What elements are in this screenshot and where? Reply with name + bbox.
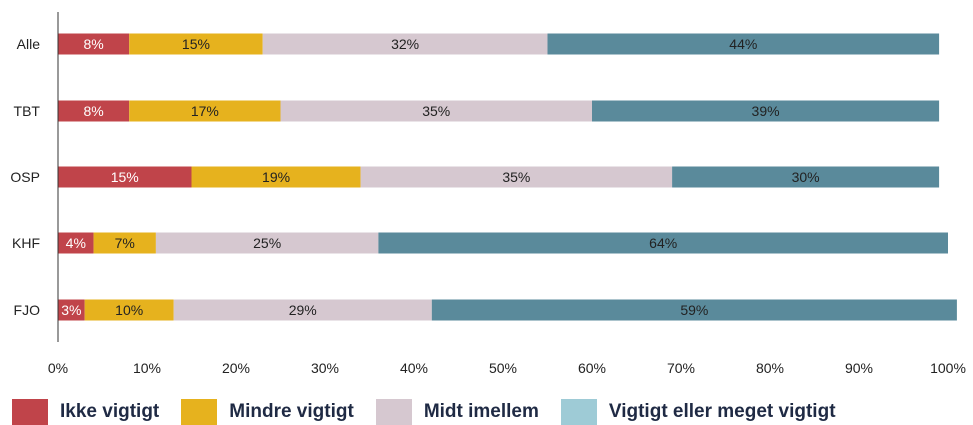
category-labels: Alle TBT OSP KHF FJO <box>10 36 40 318</box>
data-label: 35% <box>502 169 530 185</box>
x-tick-label: 30% <box>311 360 339 376</box>
bar-segment <box>93 232 156 254</box>
bar-segment <box>58 166 192 188</box>
x-tick-label: 70% <box>667 360 695 376</box>
x-tick-label: 40% <box>400 360 428 376</box>
bars-layer: 8% 15% 32% 44% 8% 17% 35% 39% 15% 19% 35% 30% 4% 7% 25… <box>58 33 957 321</box>
bar-segment <box>378 232 948 254</box>
data-label: 59% <box>680 302 708 318</box>
data-label: 19% <box>262 169 290 185</box>
category-label: OSP <box>10 169 40 185</box>
data-label: 10% <box>115 302 143 318</box>
bar-segment <box>360 166 673 188</box>
x-tick-label: 50% <box>489 360 517 376</box>
bar-segment <box>173 299 432 321</box>
data-label: 25% <box>253 235 281 251</box>
data-label: 8% <box>83 36 103 52</box>
bar-segment <box>58 232 94 254</box>
data-label: 4% <box>66 235 86 251</box>
category-label: Alle <box>17 36 41 52</box>
data-label: 17% <box>191 103 219 119</box>
bar-segment <box>280 100 592 122</box>
legend-item: Vigtigt eller meget vigtigt <box>560 399 836 425</box>
bar-segment <box>191 166 361 188</box>
bar-segment <box>672 166 940 188</box>
data-label: 39% <box>752 103 780 119</box>
bar-segment <box>58 100 130 122</box>
x-tick-label: 10% <box>133 360 161 376</box>
x-tick-label: 20% <box>222 360 250 376</box>
data-label: 30% <box>792 169 820 185</box>
bar-segment <box>84 299 174 321</box>
bar-segment <box>431 299 957 321</box>
stacked-bar-chart: 8% 15% 32% 44% 8% 17% 35% 39% 15% 19% 35% 30% 4% 7% 25… <box>10 12 966 376</box>
legend-swatch <box>12 399 48 425</box>
x-tick-label: 0% <box>48 360 68 376</box>
bar-segment <box>262 33 548 55</box>
x-tick-labels: 0% 10% 20% 30% 40% 50% 60% 70% 80% 90% 100% <box>48 360 966 376</box>
data-label: 32% <box>391 36 419 52</box>
legend-label: Midt imellem <box>423 401 539 422</box>
data-label: 15% <box>182 36 210 52</box>
bar-segment <box>129 100 281 122</box>
legend-swatch <box>181 399 218 425</box>
legend-swatch <box>560 399 597 425</box>
data-label: 7% <box>115 235 135 251</box>
x-tick-label: 80% <box>756 360 784 376</box>
category-label: KHF <box>12 235 40 251</box>
bar-segment <box>58 299 85 321</box>
bar-segment <box>592 100 940 122</box>
data-label: 44% <box>729 36 757 52</box>
bar-segment <box>155 232 379 254</box>
x-tick-label: 100% <box>930 360 966 376</box>
x-tick-label: 90% <box>845 360 873 376</box>
data-label: 35% <box>422 103 450 119</box>
data-label: 15% <box>111 169 139 185</box>
x-tick-label: 60% <box>578 360 606 376</box>
legend-item: Ikke vigtigt <box>12 399 159 425</box>
data-label: 3% <box>61 302 81 318</box>
category-label: FJO <box>14 302 41 318</box>
category-label: TBT <box>14 103 41 119</box>
legend-item: Mindre vigtigt <box>181 399 354 425</box>
legend-label: Vigtigt eller meget vigtigt <box>608 401 836 422</box>
data-label: 29% <box>289 302 317 318</box>
legend-swatch <box>375 399 412 425</box>
data-label: 64% <box>649 235 677 251</box>
legend-label: Ikke vigtigt <box>60 401 160 422</box>
data-label: 8% <box>83 103 103 119</box>
bar-segment <box>58 33 130 55</box>
legend-label: Mindre vigtigt <box>229 401 354 422</box>
bar-segment <box>547 33 940 55</box>
legend: Ikke vigtigt Mindre vigtigt Midt imellem Vi… <box>12 399 858 425</box>
bar-segment <box>129 33 263 55</box>
legend-item: Midt imellem <box>375 399 539 425</box>
